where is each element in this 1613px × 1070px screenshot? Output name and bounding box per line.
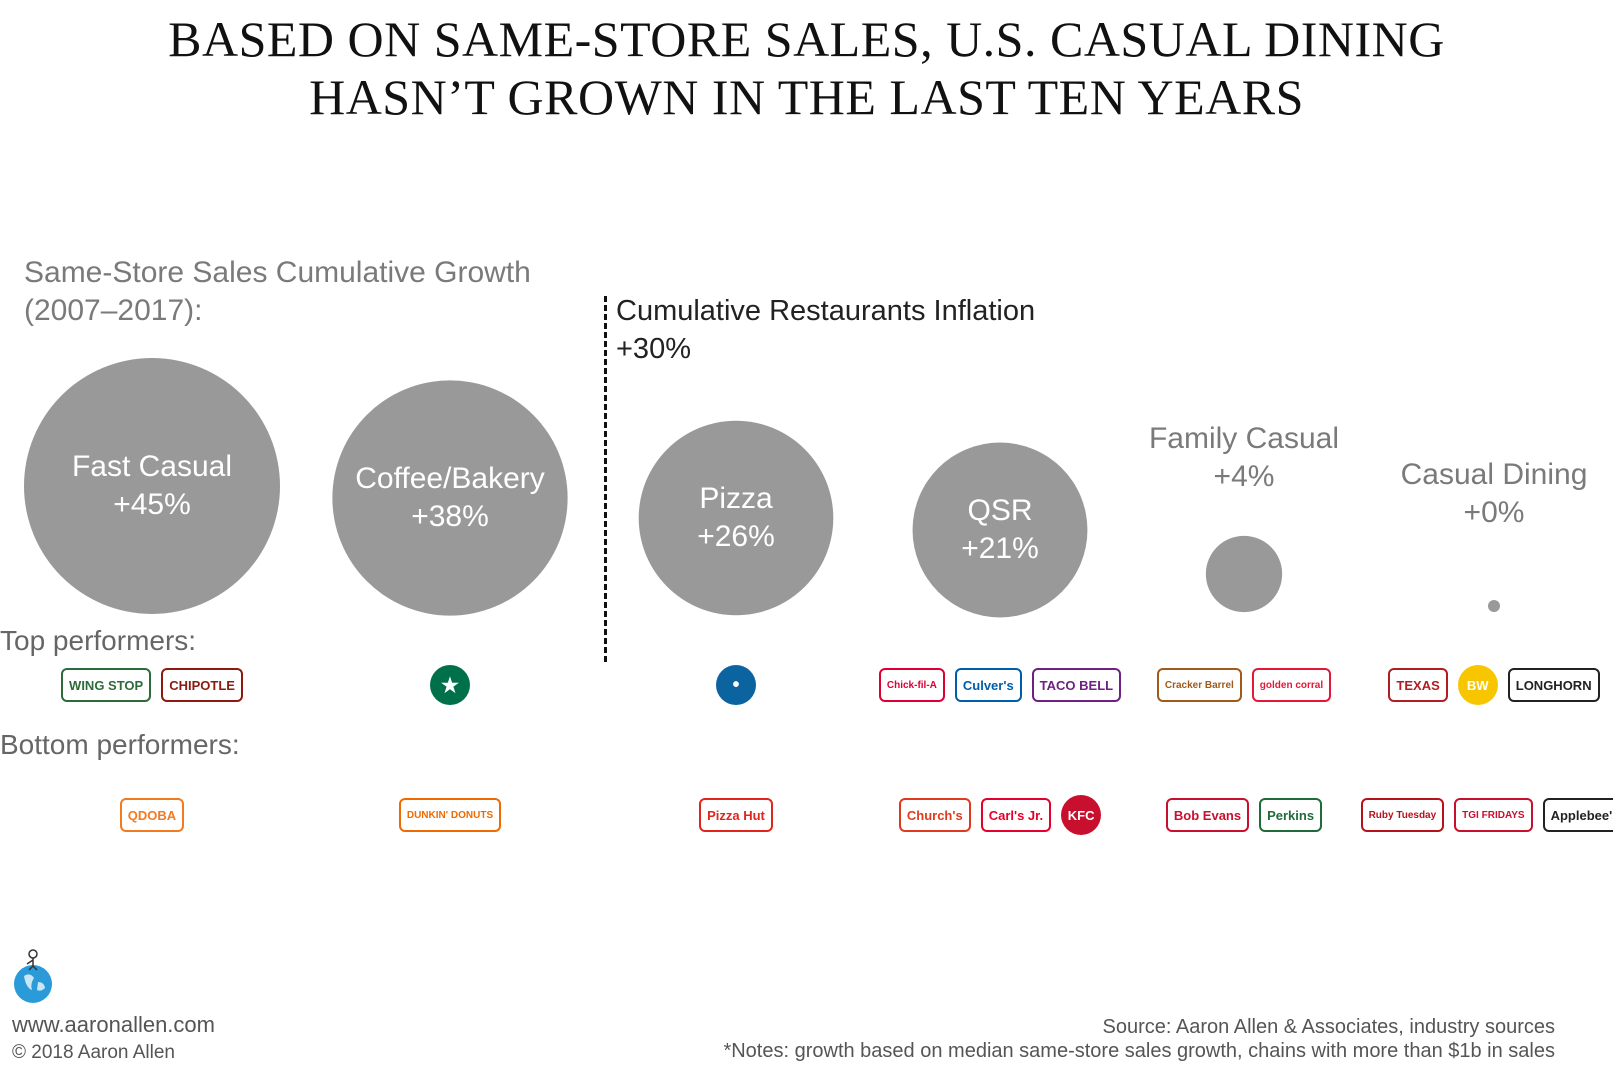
bubble-casual-dining: [1488, 600, 1500, 612]
category-value: +26%: [697, 520, 775, 553]
bubble-label-casual-dining: Casual Dining +0%: [1344, 456, 1613, 532]
bubble-coffee-bakery: [332, 380, 568, 616]
dominos-logo: •: [716, 665, 756, 705]
logo-group: QDOBA: [22, 792, 282, 838]
category-value: +45%: [113, 488, 191, 521]
category-value: +4%: [1213, 459, 1275, 493]
chart-subtitle: Same-Store Sales Cumulative Growth (2007…: [24, 254, 531, 330]
rubytuesday-logo: Ruby Tuesday: [1360, 798, 1445, 832]
bubble-family-casual: [1205, 535, 1283, 613]
title-line-2: HASN’T GROWN IN THE LAST TEN YEARS: [309, 69, 1304, 125]
subtitle-line-1: Same-Store Sales Cumulative Growth: [24, 256, 531, 289]
footer-copyright: © 2018 Aaron Allen: [12, 1042, 175, 1063]
globe-logo-icon: [10, 948, 56, 1006]
inflation-label-text: Cumulative Restaurants Inflation: [616, 295, 1036, 327]
tgifridays-logo: TGI FRIDAYS: [1454, 798, 1533, 832]
subtitle-line-2: (2007–2017):: [24, 294, 203, 327]
carlsjr-logo: Carl's Jr.: [980, 798, 1052, 832]
logo-group: Bob Evans Perkins: [1114, 792, 1374, 838]
logo-group: Cracker Barrel golden corral: [1114, 662, 1374, 708]
bubble-label-fast-casual: Fast Casual +45%: [2, 448, 302, 524]
culvers-logo: Culver's: [954, 668, 1022, 702]
chickfila-logo: Chick-fil-A: [878, 668, 945, 702]
perkins-logo: Perkins: [1259, 798, 1323, 832]
logo-group: Pizza Hut: [606, 792, 866, 838]
inflation-reference-line: [604, 296, 607, 662]
buffalowildwings-logo: BW: [1457, 665, 1498, 705]
tacobell-logo: TACO BELL: [1031, 668, 1122, 702]
category-value: +21%: [961, 532, 1039, 565]
category-value: +38%: [411, 500, 489, 533]
logo-group: ★: [320, 662, 580, 708]
logo-group: TEXAS BW LONGHORN: [1364, 662, 1613, 708]
bubble-label-qsr: QSR +21%: [850, 492, 1150, 568]
bobevans-logo: Bob Evans: [1165, 798, 1250, 832]
logo-group: Ruby Tuesday TGI FRIDAYS Applebee's: [1360, 792, 1613, 838]
title-line-1: BASED ON SAME-STORE SALES, U.S. CASUAL D…: [168, 11, 1445, 67]
applebees-logo: Applebee's: [1542, 798, 1613, 832]
bubble-label-coffee-bakery: Coffee/Bakery +38%: [300, 460, 600, 536]
pizzahut-logo: Pizza Hut: [699, 798, 773, 832]
goldencorral-logo: golden corral: [1251, 668, 1332, 702]
chipotle-logo: CHIPOTLE: [161, 668, 243, 702]
footer-source: Source: Aaron Allen & Associates, indust…: [1102, 1016, 1555, 1038]
longhorn-logo: LONGHORN: [1507, 668, 1600, 702]
category-name: QSR: [967, 494, 1033, 527]
dunkin-logo: DUNKIN' DONUTS: [398, 798, 502, 832]
category-value: +0%: [1463, 496, 1525, 529]
category-name: Pizza: [699, 482, 773, 515]
logo-group: DUNKIN' DONUTS: [320, 792, 580, 838]
bubble-fast-casual: [24, 358, 280, 614]
logo-group: WING STOP CHIPOTLE: [22, 662, 282, 708]
churchs-logo: Church's: [898, 798, 971, 832]
logo-group: Church's Carl's Jr. KFC: [870, 792, 1130, 838]
crackerbarrel-logo: Cracker Barrel: [1156, 668, 1242, 702]
category-name: Casual Dining: [1400, 458, 1588, 491]
bubble-label-pizza: Pizza +26%: [586, 480, 886, 556]
inflation-label-value: +30%: [616, 333, 691, 365]
footer-notes: *Notes: growth based on median same-stor…: [723, 1040, 1555, 1062]
footer-website: www.aaronallen.com: [12, 1012, 215, 1037]
wingstop-logo: WING STOP: [61, 668, 152, 702]
logo-group: Chick-fil-A Culver's TACO BELL: [870, 662, 1130, 708]
category-name: Fast Casual: [71, 450, 233, 483]
bubble-qsr: [912, 442, 1088, 618]
bubble-label-family-casual: Family Casual +4%: [1094, 420, 1394, 496]
bubble-pizza: [638, 420, 834, 616]
logo-group: •: [606, 662, 866, 708]
top-performers-label: Top performers:: [0, 625, 197, 656]
category-name: Coffee/Bakery: [355, 462, 545, 495]
inflation-label: Cumulative Restaurants Inflation +30%: [616, 292, 1035, 368]
qdoba-logo: QDOBA: [119, 798, 185, 832]
category-name: Family Casual: [1148, 421, 1340, 455]
kfc-logo: KFC: [1061, 795, 1102, 835]
starbucks-logo: ★: [430, 665, 470, 705]
chart-title: BASED ON SAME-STORE SALES, U.S. CASUAL D…: [0, 10, 1613, 126]
bottom-performers-label: Bottom performers:: [0, 729, 240, 760]
texasroadhouse-logo: TEXAS: [1388, 668, 1448, 702]
